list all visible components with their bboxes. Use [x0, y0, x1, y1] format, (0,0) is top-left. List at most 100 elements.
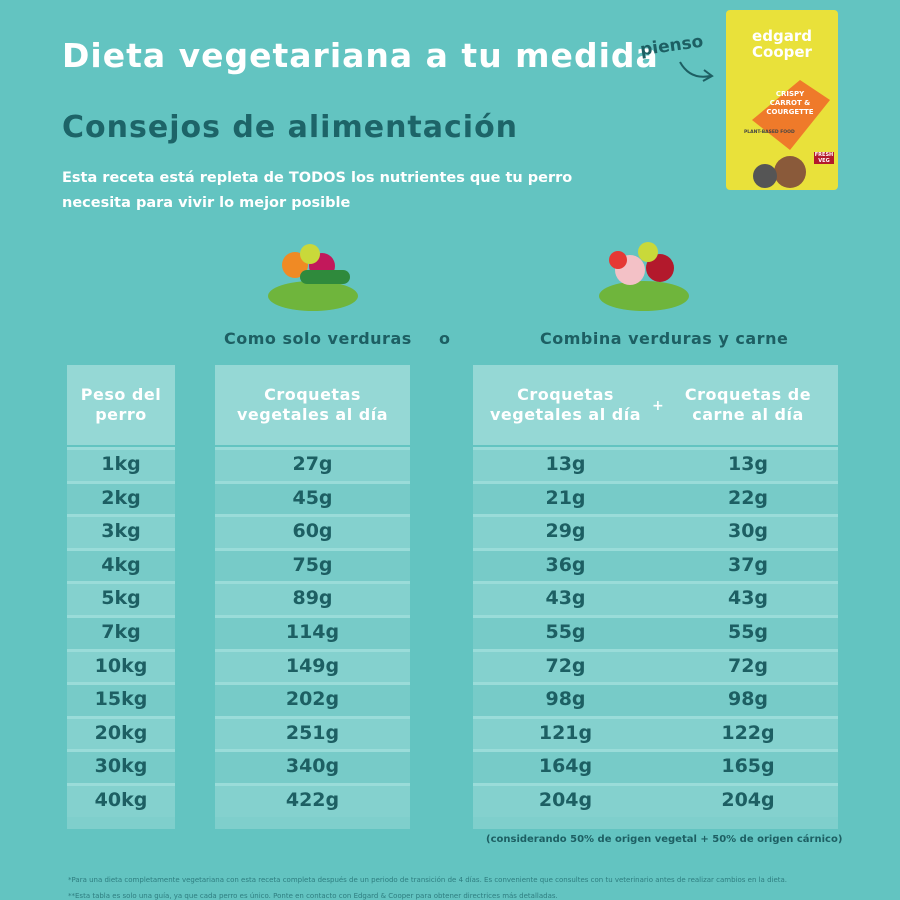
table-cell: 165g [721, 755, 775, 778]
brand-line: edgard [752, 27, 812, 45]
row-band [67, 447, 175, 481]
carrot [752, 80, 830, 150]
row-band [473, 447, 838, 481]
footnote: *Para una dieta completamente vegetarian… [68, 876, 788, 884]
row-band [473, 547, 838, 582]
table-cell: 98g [545, 688, 586, 711]
row-band [215, 715, 410, 750]
package-line: COURGETTE [766, 108, 814, 116]
table-cell: 422g [285, 789, 340, 811]
bowl-veg [268, 244, 358, 311]
table-cell: 202g [285, 688, 340, 711]
table-cell: 43g [545, 587, 586, 610]
table-cell: 15kg [94, 688, 148, 711]
row-band [473, 615, 838, 649]
table-cell: 13g [545, 453, 586, 475]
header-cell-bg [473, 365, 838, 445]
table-cell: 45g [292, 486, 333, 509]
option-label: Combina verduras y carne [540, 329, 789, 348]
table-cell: 55g [727, 621, 769, 643]
row-band [67, 581, 175, 615]
footnote: **Esta tabla es solo una guía, ya que ca… [68, 892, 558, 900]
row-band [67, 682, 175, 716]
table-cell: 114g [285, 621, 340, 643]
row-band [67, 749, 175, 783]
package-badge: FRESH VEG [814, 152, 834, 164]
table-cell: 7kg [101, 621, 141, 643]
row-band [67, 648, 175, 683]
table-cell: 27g [292, 453, 333, 475]
row-band [67, 715, 175, 750]
row-band [473, 715, 838, 750]
package-line: CARROT & [769, 99, 811, 107]
arrow [679, 61, 711, 78]
table-cell: 98g [727, 688, 769, 711]
column-bottom [67, 816, 175, 829]
table-note: (considerando 50% de origen vegetal + 50… [486, 834, 843, 845]
table-cell: 204g [538, 789, 593, 811]
column-bottom [215, 816, 410, 829]
table-cell: 149g [285, 654, 340, 677]
row-band [473, 514, 838, 548]
table-cell: 340g [285, 755, 340, 778]
bowl-meat [599, 242, 689, 311]
row-band [215, 447, 410, 481]
table-cell: 72g [545, 654, 586, 677]
row-band [215, 648, 410, 683]
table-cell: 4kg [101, 553, 141, 576]
table-cell: 37g [727, 553, 769, 576]
row-band [215, 480, 410, 515]
table-cell: 22g [727, 486, 769, 509]
row-band [215, 749, 410, 783]
intro: Esta receta está repleta de TODOS los nu… [62, 170, 573, 211]
header-cell: Peso del perro [80, 385, 162, 424]
row-band [473, 480, 838, 515]
dog-illustration [774, 156, 806, 188]
row-band [67, 615, 175, 649]
table-cell: 121g [538, 721, 593, 744]
table-cell: 40kg [94, 789, 148, 811]
table-cell: 1kg [101, 453, 141, 475]
row-band [215, 783, 410, 817]
table-cell: 20kg [94, 721, 148, 744]
row-band [473, 682, 838, 716]
table-cell: 204g [721, 789, 775, 811]
row-band [67, 514, 175, 548]
package-text: CRISPY CARROT & COURGETTE [760, 90, 820, 117]
table-cell: 55g [545, 621, 586, 643]
table-cell: 10kg [94, 654, 148, 677]
row-band [215, 581, 410, 615]
or-label: o [439, 329, 451, 348]
table-cell: 43g [727, 587, 769, 610]
option-label: Como solo verduras [224, 329, 412, 348]
header-cell: Croquetas vegetales al día [489, 385, 642, 424]
title: Dieta vegetariana a tu medida [62, 36, 659, 75]
header-cell-bg [67, 365, 175, 445]
table-cell: 5kg [101, 587, 141, 610]
row-band [473, 648, 838, 683]
row-band [473, 749, 838, 783]
table-cell: 122g [721, 721, 775, 744]
table-cell: 30g [727, 520, 769, 543]
package-food: PLANT-BASED FOOD [744, 130, 795, 135]
header-cell-bg [215, 365, 410, 445]
column-bottom [473, 816, 838, 829]
table-cell: 29g [545, 520, 586, 543]
row-band [67, 480, 175, 515]
package-brand: edgard Cooper [742, 28, 822, 60]
package-line: CRISPY [775, 90, 805, 98]
row-band [215, 615, 410, 649]
header-cell: Croquetas de carne al día [684, 385, 812, 424]
table-cell: 75g [292, 553, 333, 576]
row-band [215, 547, 410, 582]
row-band [215, 682, 410, 716]
arrow-head [702, 69, 714, 82]
plus: + [652, 398, 664, 414]
row-band [473, 581, 838, 615]
table-cell: 3kg [101, 520, 141, 543]
table-cell: 164g [538, 755, 593, 778]
table-cell: 89g [292, 587, 333, 610]
table-cell: 13g [727, 453, 769, 475]
row-band [473, 783, 838, 817]
